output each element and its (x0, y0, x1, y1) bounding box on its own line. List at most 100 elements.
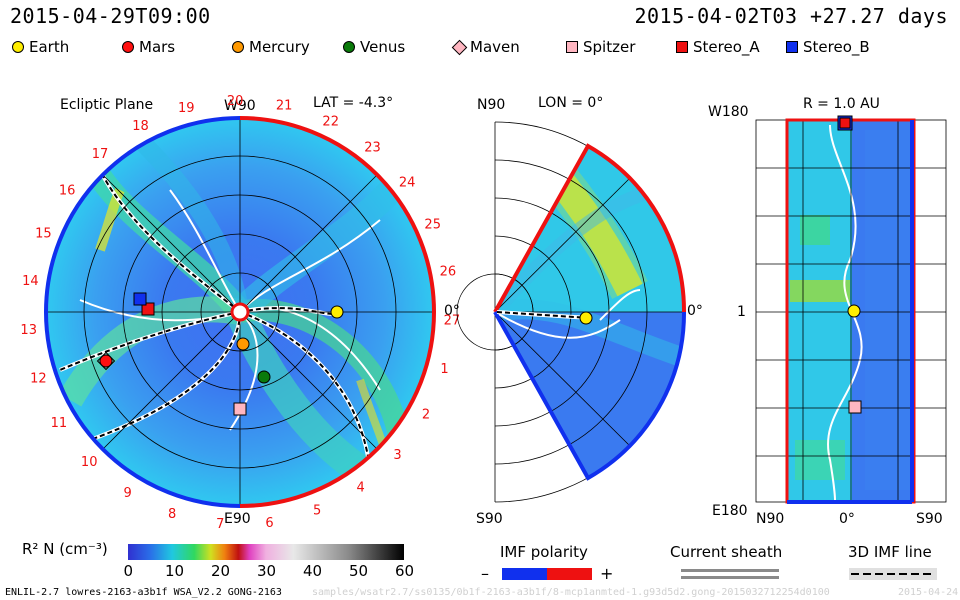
spitzer-marker-icon (566, 41, 578, 53)
legend-item-stereo-b: Stereo_B (786, 38, 870, 56)
stereo-a-marker-icon (676, 41, 688, 53)
sector-number: 19 (178, 101, 195, 116)
footer-date: 2015-04-24 (898, 587, 959, 598)
legend-item-earth: Earth (12, 38, 69, 56)
legend-item-maven: Maven (451, 38, 520, 56)
meridional-top-label: N90 (477, 97, 506, 113)
sector-number: 7 (216, 517, 224, 532)
sector-number: 11 (51, 416, 68, 431)
legend-label: Maven (470, 38, 520, 56)
earth-marker-radial (847, 304, 861, 318)
legend-label: Spitzer (583, 38, 636, 56)
radial-top-left-label: W180 (708, 104, 749, 120)
venus-marker-icon (343, 41, 355, 53)
ecliptic-structures (58, 133, 411, 483)
radial-plot (755, 115, 947, 504)
meridional-lon-label: LON = 0° (538, 95, 604, 111)
colorbar-ticks: 0 10 20 30 40 50 60 (0, 562, 960, 582)
sector-number: 1 (440, 362, 448, 377)
ecliptic-top-label: W90 (224, 98, 256, 114)
ecliptic-boundary-negative (43, 116, 241, 508)
colorbar-tick: 30 (257, 562, 277, 580)
sector-number: 5 (313, 504, 321, 519)
legend-item-stereo-a: Stereo_A (676, 38, 760, 56)
current-sheath-label: Current sheath (670, 543, 783, 561)
legend-item-spitzer: Spitzer (566, 38, 635, 56)
ecliptic-title: Ecliptic Plane (60, 97, 154, 113)
current-sheath-swatch (681, 569, 779, 572)
colorbar-tick: 10 (165, 562, 185, 580)
colorbar-tick: 50 (349, 562, 369, 580)
legend-label: Stereo_B (803, 38, 870, 56)
mercury-marker (236, 337, 250, 351)
radial-mid-label: 1 (737, 304, 746, 320)
legend-item-venus: Venus (343, 38, 405, 56)
model-time: 2015-04-29T09:00 (10, 4, 211, 28)
stereo-a-marker (141, 302, 155, 316)
radial-bottom-center-label: 0° (839, 511, 855, 527)
sector-number: 3 (393, 448, 401, 463)
radial-r-label: R = 1.0 AU (803, 96, 880, 112)
imf-minus-label: – (481, 564, 489, 583)
sector-number: 8 (168, 507, 176, 522)
colorbar-tick: 0 (123, 562, 134, 580)
colorbar-tick: 40 (303, 562, 323, 580)
imf-polarity-label: IMF polarity (500, 543, 588, 561)
sector-number: 21 (276, 99, 293, 114)
mars-marker (99, 354, 113, 368)
sector-number: 6 (265, 516, 273, 531)
sector-number: 17 (92, 147, 109, 162)
meridional-right-label: 0° (687, 303, 703, 319)
legend-label: Earth (29, 38, 70, 56)
meridional-plot (456, 121, 687, 503)
radial-bottom-s-label: S90 (916, 511, 943, 527)
sector-number: 12 (30, 372, 47, 387)
sector-number: 4 (356, 480, 364, 495)
venus-marker (257, 370, 271, 384)
stereo-b-marker (133, 292, 147, 306)
sector-number: 9 (124, 486, 132, 501)
mars-marker-icon (122, 41, 134, 53)
radial-bottom-n-label: N90 (756, 511, 785, 527)
ecliptic-lat-label: LAT = -4.3° (313, 95, 394, 111)
current-sheath-swatch-2 (681, 576, 779, 579)
imf-plus-label: + (600, 564, 614, 583)
stereo-b-marker-icon (786, 41, 798, 53)
legend: Earth Mars Mercury Venus Maven Spitzer S… (0, 38, 960, 60)
earth-marker (330, 305, 344, 319)
imf-positive-swatch (547, 568, 592, 580)
ecliptic-bottom-label: E90 (224, 511, 251, 527)
earth-marker-icon (12, 41, 24, 53)
sector-number: 13 (20, 323, 37, 338)
legend-label: Venus (360, 38, 406, 56)
radial-bottom-left-label: E180 (712, 503, 748, 519)
mercury-marker-icon (232, 41, 244, 53)
sector-number: 2 (422, 408, 430, 423)
imf-negative-swatch (502, 568, 547, 580)
legend-label: Stereo_A (693, 38, 760, 56)
ecliptic-boundary-positive (239, 116, 437, 508)
legend-label: Mars (139, 38, 176, 56)
maven-marker (96, 351, 116, 371)
legend-item-mercury: Mercury (232, 38, 310, 56)
spitzer-marker-radial (848, 400, 862, 414)
run-info: 2015-04-02T03 +27.27 days (634, 4, 948, 28)
meridional-bottom-label: S90 (476, 511, 503, 527)
imf-line-label: 3D IMF line (848, 543, 932, 561)
sector-number: 25 (424, 218, 441, 233)
footer-version: ENLIL-2.7 lowres-2163-a3b1f WSA_V2.2 GON… (5, 587, 282, 598)
sector-number: 20 (227, 94, 244, 109)
colorbar-tick: 60 (395, 562, 415, 580)
sun-icon (230, 302, 250, 322)
colorbar-gradient (128, 544, 404, 560)
spitzer-marker (233, 402, 247, 416)
sector-number: 22 (322, 114, 339, 129)
footer-path: samples/wsatr2.7/ss0135/0b1f-2163-a3b1f/… (312, 587, 830, 598)
sector-number: 10 (81, 455, 98, 470)
sector-number: 24 (399, 176, 416, 191)
stereo-marker-radial (839, 117, 851, 129)
sector-number: 18 (132, 119, 149, 134)
earth-marker-meridional (579, 311, 593, 325)
colorbar-tick: 20 (211, 562, 231, 580)
